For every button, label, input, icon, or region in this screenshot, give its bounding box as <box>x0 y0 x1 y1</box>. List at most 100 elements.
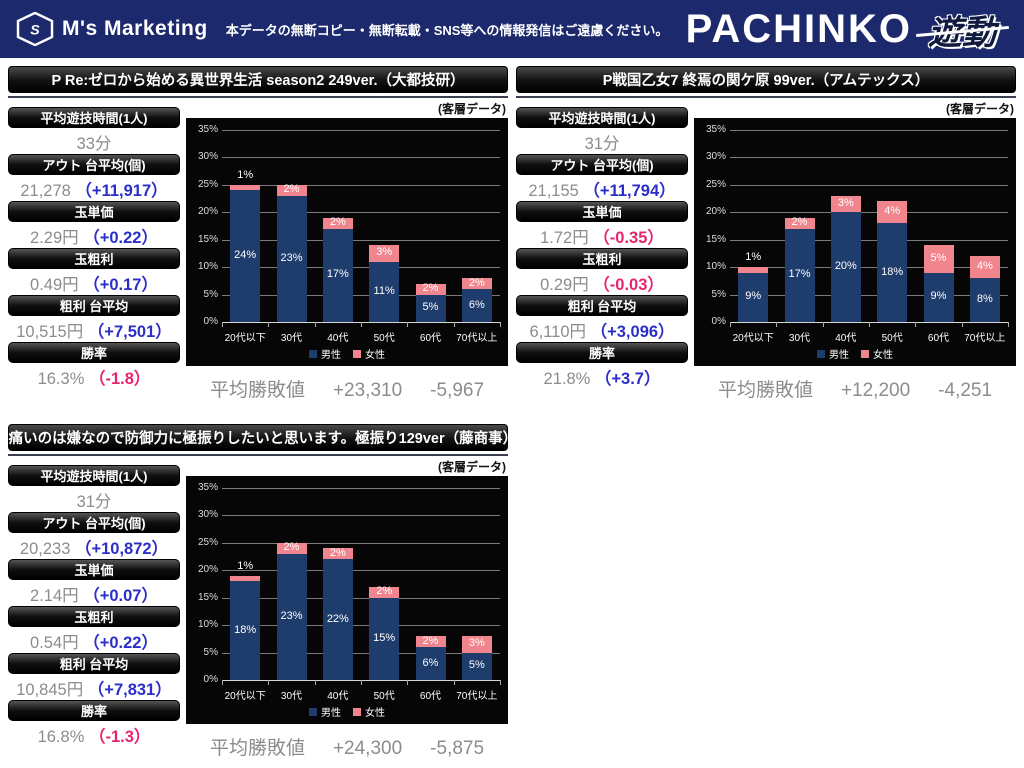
bar-female-label: 2% <box>329 546 346 559</box>
bar-female-label: 2% <box>283 541 300 554</box>
bar-male-segment <box>415 647 446 680</box>
stat-value: 2.14円 （+0.07） <box>8 580 180 605</box>
bar-female-label: 1% <box>237 168 254 181</box>
y-axis-tick-label: 25% <box>705 178 726 190</box>
stat-value: 10,515円 （+7,501） <box>8 316 180 341</box>
copyright-notice: 本データの無断コピー・無断転載・SNS等への情報発信はご遠慮ください。 <box>225 22 669 38</box>
y-axis-tick-label: 15% <box>197 591 218 603</box>
x-axis-tick <box>222 680 223 685</box>
chart-legend: 男性 女性 <box>694 346 1016 361</box>
machine-panel-sengoku-otome: P戦国乙女7 終焉の関ケ原 99ver.（アムテックス） 平均遊技時間(1人) 31… <box>516 66 1016 402</box>
bar-male-segment <box>230 581 261 680</box>
gridline <box>222 542 500 544</box>
brand: S M's Marketing <box>16 12 208 46</box>
stat-label: 平均遊技時間(1人) <box>8 465 180 486</box>
x-axis-tick <box>453 322 455 327</box>
stat-label: 粗利 台平均 <box>516 295 688 316</box>
product-title: PACHINKO 遊動 <box>686 5 1008 54</box>
x-axis-category-label: 70代以上 <box>456 691 498 702</box>
stat-value-number: 6,110円 <box>529 323 587 341</box>
bar-female-segment <box>369 245 400 262</box>
stat-label: 玉単価 <box>8 559 180 580</box>
stat-diff-value: （-0.35） <box>588 229 664 247</box>
chart-legend: 男性 女性 <box>186 346 508 361</box>
stat-value-number: 0.54円 <box>30 634 79 652</box>
x-axis-category-label: 20代以下 <box>224 691 266 702</box>
bar-male-label: 18% <box>881 265 904 278</box>
stat-value: 31分 <box>8 486 180 511</box>
stat-value: 21.8% （+3.7） <box>516 363 688 388</box>
x-axis-tick <box>268 322 270 327</box>
legend-item-male: 男性 <box>309 704 341 719</box>
bar-male-label: 11% <box>373 284 395 297</box>
bar-female-segment <box>276 184 307 196</box>
legend-item-female: 女性 <box>861 346 893 361</box>
stat-value: 2.29円 （+0.22） <box>8 222 180 247</box>
bar-male-label: 5% <box>468 659 485 672</box>
gridline <box>222 515 500 517</box>
x-axis-tick <box>500 680 501 685</box>
brand-name: M's Marketing <box>62 17 208 40</box>
y-axis-tick-label: 20% <box>197 206 218 218</box>
gridline <box>222 157 500 159</box>
gridline <box>222 597 500 599</box>
bar-female-segment <box>415 636 446 648</box>
stat-value-number: 33分 <box>76 135 112 153</box>
y-axis-tick-label: 10% <box>197 619 218 631</box>
y-axis-tick-label: 10% <box>197 261 218 273</box>
y-axis-tick-label: 5% <box>203 646 218 658</box>
stat-value: 1.72円 （-0.35） <box>516 222 688 247</box>
gridline <box>730 267 1008 269</box>
legend-label: 女性 <box>365 350 385 361</box>
header: S M's Marketing 本データの無断コピー・無断転載・SNS等への情報… <box>0 0 1024 58</box>
bar-female-label: 1% <box>237 559 254 572</box>
stat-label: 平均遊技時間(1人) <box>8 107 180 128</box>
bar-female-segment <box>230 575 261 582</box>
avg-win-lose-row: 平均勝敗値 +23,310 -5,967 <box>186 375 508 402</box>
stat-diff-value: （+10,872） <box>70 540 169 558</box>
gridline <box>730 212 1008 214</box>
stat-value-number: 21,278 <box>20 182 71 200</box>
title-separator <box>8 454 508 456</box>
bar-male-label: 23% <box>280 609 303 622</box>
legend-swatch-icon <box>353 349 361 358</box>
y-axis-tick-label: 30% <box>197 509 218 521</box>
avg-win-value: +24,300 <box>332 738 403 759</box>
x-axis-category-label: 30代 <box>280 691 303 702</box>
legend-item-male: 男性 <box>309 346 341 361</box>
chart-caption: (客層データ) <box>438 102 506 116</box>
legend-swatch-icon <box>309 349 317 358</box>
legend-swatch-icon <box>353 707 361 716</box>
bar-male-segment <box>877 223 908 322</box>
stat-diff-value: （+0.17） <box>78 276 158 294</box>
demographics-chart: 0% 5% 10% 15% 20% 25% 30% 35% 24% 1% 20代以下 23% 2% 30代… <box>186 118 508 366</box>
legend-label: 男性 <box>321 350 341 361</box>
bar-male-label: 17% <box>326 268 349 281</box>
legend-label: 男性 <box>829 350 849 361</box>
bar-male-label: 5% <box>422 301 439 314</box>
gridline <box>222 184 500 186</box>
stat-label: 粗利 台平均 <box>8 295 180 316</box>
avg-lose-value: -5,967 <box>430 380 485 401</box>
legend-swatch-icon <box>861 349 869 358</box>
stat-value: 20,233 （+10,872） <box>8 533 180 558</box>
gridline <box>222 652 500 654</box>
x-axis-tick <box>961 322 963 327</box>
avg-win-lose-label: 平均勝敗値 <box>209 738 305 759</box>
machine-title: P戦国乙女7 終焉の関ケ原 99ver.（アムテックス） <box>516 66 1016 93</box>
x-axis-category-label: 60代 <box>419 691 442 702</box>
legend-swatch-icon <box>309 707 317 716</box>
stat-value-number: 2.29円 <box>30 229 79 247</box>
stat-value-number: 16.8% <box>37 728 85 746</box>
stats-column: 平均遊技時間(1人) 31分 アウト 台平均(個) 21,155 （+11,794）玉… <box>516 100 688 402</box>
x-axis-tick <box>730 322 731 327</box>
bar-female-segment <box>369 586 400 598</box>
bar-female-label: 1% <box>745 251 762 264</box>
avg-win-value: +12,200 <box>840 380 911 401</box>
gridline <box>222 294 500 296</box>
chart-column: (客層データ) 0% 5% 10% 15% 20% 25% 30% 35% 24% 1% 20代以下 2… <box>180 100 508 402</box>
gridline <box>222 488 500 489</box>
bar-female-label: 5% <box>930 251 947 264</box>
yudo-logo: 遊動 <box>922 5 1002 54</box>
panel-body: 平均遊技時間(1人) 31分 アウト 台平均(個) 21,155 （+11,794）玉… <box>516 100 1016 402</box>
